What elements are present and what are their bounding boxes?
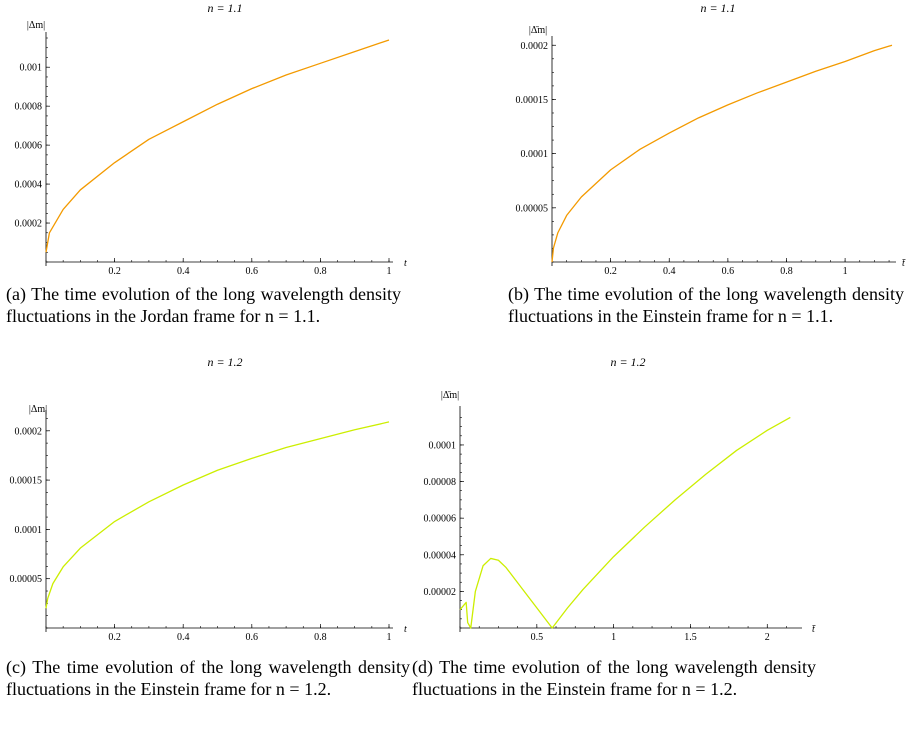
x-tick-label: 0.6 <box>246 266 259 277</box>
caption-b-text: (b) The time evolution of the long wavel… <box>508 284 904 326</box>
x-tick-label: 0.5 <box>531 632 544 643</box>
series-line <box>45 39 390 253</box>
caption-b: (b) The time evolution of the long wavel… <box>508 283 904 327</box>
y-axis-label: |Δ̄m| <box>441 390 459 401</box>
chart-panel-c: n = 1.2 |Δm| t 0.2 0.4 0.6 0.8 1 0.00005 0.0001 0.… <box>0 355 450 646</box>
y-tick-label: 0.00006 <box>424 514 457 525</box>
x-tick-label: 0.4 <box>177 266 190 277</box>
y-tick-label: 0.0006 <box>15 141 43 152</box>
x-tick-label: 0.8 <box>314 632 327 643</box>
caption-a-text: (a) The time evolution of the long wavel… <box>6 284 401 326</box>
y-tick-label: 0.0001 <box>15 525 43 536</box>
y-tick-label: 0.001 <box>20 63 43 74</box>
x-axis-label: t <box>404 258 407 269</box>
x-tick-label: 0.2 <box>108 266 121 277</box>
series-line <box>459 416 791 629</box>
caption-c: (c) The time evolution of the long wavel… <box>6 656 410 700</box>
y-tick-label: 0.00005 <box>516 203 549 214</box>
y-tick-label: 0.00015 <box>516 95 549 106</box>
y-tick-label: 0.00002 <box>424 587 457 598</box>
x-tick-label: 0.6 <box>246 632 259 643</box>
y-tick-label: 0.0002 <box>15 426 43 437</box>
chart-title: n = 1.2 <box>207 355 242 369</box>
chart-panel-a: n = 1.1 |Δm| t 0.2 0.4 0.6 0.8 1 0.0002 0.0004 0.0… <box>0 0 450 280</box>
x-tick-label: 0.2 <box>604 266 617 277</box>
chart-title: n = 1.1 <box>207 1 242 15</box>
y-tick-label: 0.00004 <box>424 550 457 561</box>
chart-title: n = 1.2 <box>610 355 645 369</box>
y-axis-label: |Δm| <box>29 404 47 415</box>
y-tick-label: 0.0001 <box>429 440 457 451</box>
series-line <box>45 421 390 609</box>
y-tick-label: 0.0002 <box>15 219 43 230</box>
chart-panel-b: n = 1.1 |Δ̄m| t̄ 0.2 0.4 0.6 0.8 1 0.00005 0.0001… <box>456 0 906 280</box>
y-tick-label: 0.00015 <box>10 476 43 487</box>
caption-a: (a) The time evolution of the long wavel… <box>6 283 401 327</box>
chart-b-svg: n = 1.1 |Δ̄m| t̄ 0.2 0.4 0.6 0.8 1 0.00005 0.0001… <box>516 1 906 277</box>
x-tick-label: 0.8 <box>780 266 793 277</box>
chart-a-svg: n = 1.1 |Δm| t 0.2 0.4 0.6 0.8 1 0.0002 0.0004 0.0… <box>15 1 408 277</box>
y-tick-label: 0.00008 <box>424 477 457 488</box>
x-tick-label: 1 <box>387 266 392 277</box>
x-tick-label: 1.5 <box>684 632 697 643</box>
chart-d-svg: n = 1.2 |Δ̄m| t̄ 0.5 1 1.5 2 0.00002 0.00004 0.00… <box>424 355 817 643</box>
x-tick-label: 1 <box>387 632 392 643</box>
x-tick-label: 0.2 <box>108 632 121 643</box>
y-tick-label: 0.0002 <box>521 41 549 52</box>
x-tick-label: 0.6 <box>722 266 735 277</box>
series-line <box>551 44 893 263</box>
x-tick-label: 1 <box>843 266 848 277</box>
x-tick-label: 0.4 <box>663 266 676 277</box>
x-tick-label: 2 <box>765 632 770 643</box>
chart-panel-d: n = 1.2 |Δ̄m| t̄ 0.5 1 1.5 2 0.00002 0.00004 0.00… <box>410 355 906 646</box>
y-axis-label: |Δ̄m| <box>529 25 547 36</box>
y-tick-label: 0.0001 <box>521 149 549 160</box>
x-axis-label: t̄ <box>902 258 906 269</box>
chart-c-svg: n = 1.2 |Δm| t 0.2 0.4 0.6 0.8 1 0.00005 0.0001 0.… <box>10 355 408 643</box>
x-tick-label: 1 <box>611 632 616 643</box>
x-axis-label: t <box>404 624 407 635</box>
caption-d: (d) The time evolution of the long wavel… <box>412 656 816 700</box>
chart-title: n = 1.1 <box>700 1 735 15</box>
y-tick-label: 0.0004 <box>15 180 43 191</box>
y-tick-label: 0.0008 <box>15 102 43 113</box>
caption-c-text: (c) The time evolution of the long wavel… <box>6 657 410 699</box>
x-axis-label: t̄ <box>812 624 816 635</box>
caption-d-text: (d) The time evolution of the long wavel… <box>412 657 816 699</box>
y-tick-label: 0.00005 <box>10 574 43 585</box>
y-axis-label: |Δm| <box>27 20 45 31</box>
x-tick-label: 0.8 <box>314 266 327 277</box>
x-tick-label: 0.4 <box>177 632 190 643</box>
